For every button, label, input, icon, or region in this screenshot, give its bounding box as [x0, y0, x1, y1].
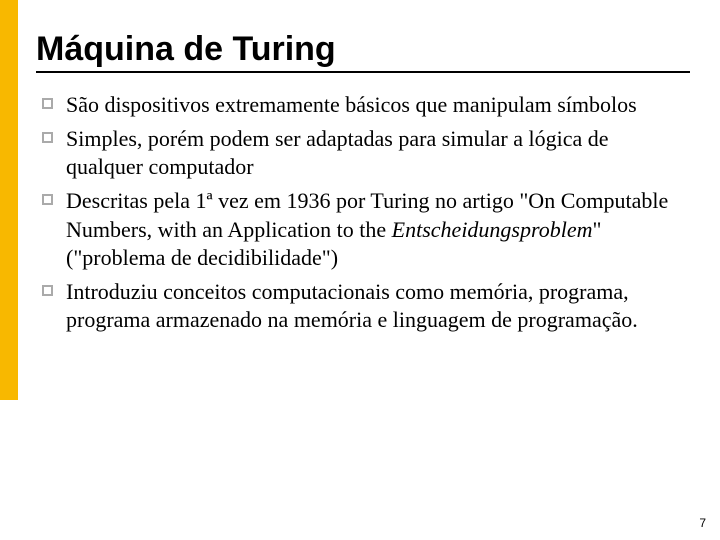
title-wrap: Máquina de Turing — [36, 30, 690, 73]
bullet-text-pre: Introduziu conceitos computacionais como… — [66, 279, 638, 332]
page-number: 7 — [699, 516, 706, 530]
square-bullet-icon — [42, 285, 53, 296]
bullet-list: São dispositivos extremamente básicos qu… — [36, 91, 690, 334]
bullet-text-italic: Entscheidungsproblem — [392, 217, 593, 242]
list-item: Introduziu conceitos computacionais como… — [42, 278, 690, 334]
list-item: Simples, porém podem ser adaptadas para … — [42, 125, 690, 181]
square-bullet-icon — [42, 194, 53, 205]
slide-content: Máquina de Turing São dispositivos extre… — [36, 30, 690, 520]
bullet-text-pre: São dispositivos extremamente básicos qu… — [66, 92, 637, 117]
square-bullet-icon — [42, 132, 53, 143]
square-bullet-icon — [42, 98, 53, 109]
list-item: Descritas pela 1ª vez em 1936 por Turing… — [42, 187, 690, 271]
bullet-text-pre: Simples, porém podem ser adaptadas para … — [66, 126, 609, 179]
accent-bar — [0, 0, 18, 400]
slide-title: Máquina de Turing — [36, 30, 690, 69]
list-item: São dispositivos extremamente básicos qu… — [42, 91, 690, 119]
